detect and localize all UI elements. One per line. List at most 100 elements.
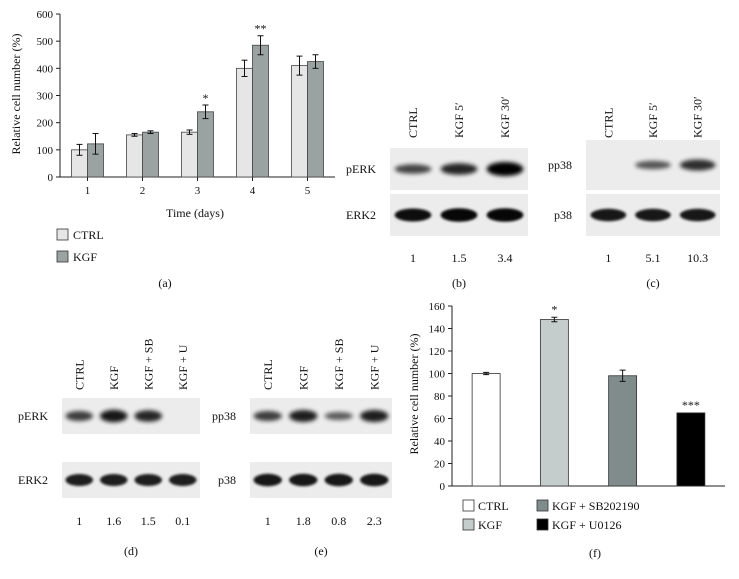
blot-quant-value: 0.1 <box>175 514 190 528</box>
blot-lane-label: KGF <box>296 366 310 390</box>
chart-a-xtick-label: 4 <box>250 185 256 197</box>
blot-row-label: pp38 <box>548 158 572 172</box>
western-blots: CTRL KGF 5′ KGF 30′ pERK ERK2 1 1.5 3.4 (b) CTRL K… <box>18 96 720 558</box>
blot-band <box>289 410 318 422</box>
blot-panel-label: (e) <box>314 544 327 558</box>
chart-a-ylabel: Relative cell number (%) <box>9 34 23 155</box>
blot-quant-value: 5.1 <box>646 251 661 265</box>
legend-swatch-ctrl-f <box>462 499 475 512</box>
blot-band <box>394 164 432 174</box>
blot-lane-label: KGF 5′ <box>646 102 660 138</box>
blot-band <box>440 208 478 222</box>
blot-lane-label: CTRL <box>406 107 420 138</box>
chart-f: Relative cell number (%) CTRL KGF KGF + … <box>407 301 725 560</box>
blot-lane-label: KGF + U <box>176 344 190 390</box>
blot-lane-label: KGF + SB <box>332 339 346 390</box>
chart-f-ytick-label: 40 <box>434 436 446 448</box>
blot-band <box>289 473 318 487</box>
blot-lane-label: KGF 30′ <box>498 96 512 138</box>
blot-panel-label: (b) <box>452 276 466 290</box>
chart-a-bar <box>307 61 324 178</box>
blot-band <box>99 409 128 423</box>
blot-band <box>253 411 282 421</box>
chart-a-xtick-label: 3 <box>195 185 201 197</box>
blot-band <box>324 412 353 420</box>
chart-a-significance: ** <box>255 22 267 36</box>
blot-quant-value: 1 <box>410 251 416 265</box>
blot-band <box>679 208 716 222</box>
chart-f-ytick-label: 0 <box>440 481 446 493</box>
blot-lane-label: KGF 5′ <box>452 102 466 138</box>
chart-f-bar <box>608 375 638 487</box>
chart-f-ytick-label: 140 <box>429 324 446 336</box>
blot-lane-label: KGF <box>107 366 121 390</box>
blot-band <box>324 473 353 487</box>
chart-a-ytick-label: 200 <box>37 118 54 130</box>
legend-label-ctrl: CTRL <box>73 228 104 242</box>
blot-panel-label: (d) <box>124 544 138 558</box>
chart-a-bar <box>181 131 198 178</box>
chart-a-xtick-label: 1 <box>85 185 91 197</box>
blot-panel: CTRL KGF KGF + SB KGF + U pERK ERK2 1 1.6 1.5 0.1… <box>18 339 200 558</box>
chart-a-legend: CTRL KGF <box>56 228 104 264</box>
chart-f-ytick-label: 100 <box>429 369 446 381</box>
blot-band <box>99 474 128 486</box>
panel-label-f: (f) <box>589 546 601 560</box>
legend-label-kgf-f: KGF <box>478 518 502 532</box>
chart-a-ytick-label: 100 <box>37 145 54 157</box>
chart-f-significance: * <box>551 302 557 316</box>
chart-a-xtick-label: 2 <box>140 185 146 197</box>
blot-lane-label: KGF + U <box>367 344 381 390</box>
legend-swatch-kgf-f <box>462 518 475 531</box>
blot-band <box>590 208 627 222</box>
legend-label-ctrl-f: CTRL <box>478 499 509 513</box>
blot-quant-value: 1 <box>265 514 271 528</box>
blot-row-label: pp38 <box>212 409 236 423</box>
blot-quant-value: 3.4 <box>498 251 513 265</box>
blot-band <box>253 473 282 487</box>
blot-band <box>360 473 389 487</box>
chart-a-ytick-label: 500 <box>37 36 54 48</box>
blot-row-label: ERK2 <box>18 473 48 487</box>
chart-a-bar <box>252 44 269 178</box>
blot-quant-value: 2.3 <box>367 514 382 528</box>
chart-f-bar <box>539 319 569 487</box>
chart-a-bar <box>142 131 159 178</box>
blot-panel: CTRL KGF 5′ KGF 30′ pp38 p38 1 5.1 10.3 (c) <box>548 96 720 290</box>
blot-panel-label: (c) <box>646 276 659 290</box>
blot-band <box>360 410 389 422</box>
chart-f-ytick-label: 60 <box>434 414 446 426</box>
blot-band <box>486 162 524 176</box>
chart-a-ytick-label: 300 <box>37 91 54 103</box>
chart-a-xlabel: Time (days) <box>166 206 224 220</box>
blot-row-label: p38 <box>554 208 572 222</box>
legend-swatch-sb-f <box>536 499 549 512</box>
chart-f-significance: *** <box>682 398 700 412</box>
blot-quant-value: 1.5 <box>452 251 467 265</box>
chart-a-xtick-label: 5 <box>305 185 311 197</box>
blot-row-label: ERK2 <box>346 208 376 222</box>
blot-lane-label: KGF 30′ <box>691 96 705 138</box>
blot-band <box>168 474 197 486</box>
blot-lane-label: KGF + SB <box>141 339 155 390</box>
legend-swatch-ctrl <box>56 228 69 241</box>
chart-a-bar <box>236 67 253 178</box>
blot-quant-value: 10.3 <box>687 251 708 265</box>
chart-f-bar <box>471 373 501 487</box>
legend-label-sb-f: KGF + SB202190 <box>552 499 639 513</box>
blot-band <box>134 410 163 422</box>
legend-label-kgf: KGF <box>73 250 97 264</box>
blot-lane-label: CTRL <box>261 359 275 390</box>
chart-f-ytick-label: 160 <box>429 301 446 313</box>
chart-a-bar <box>197 111 214 178</box>
blot-panel: CTRL KGF KGF + SB KGF + U pp38 p38 1 1.8 0.8 2.3 (… <box>212 339 392 558</box>
legend-swatch-kgf <box>56 250 69 263</box>
blot-quant-value: 1.5 <box>141 514 156 528</box>
chart-f-ytick-label: 80 <box>434 391 446 403</box>
blot-band <box>679 159 716 171</box>
blot-band <box>394 208 432 222</box>
blot-band <box>635 160 671 170</box>
chart-a-bar <box>291 65 308 178</box>
